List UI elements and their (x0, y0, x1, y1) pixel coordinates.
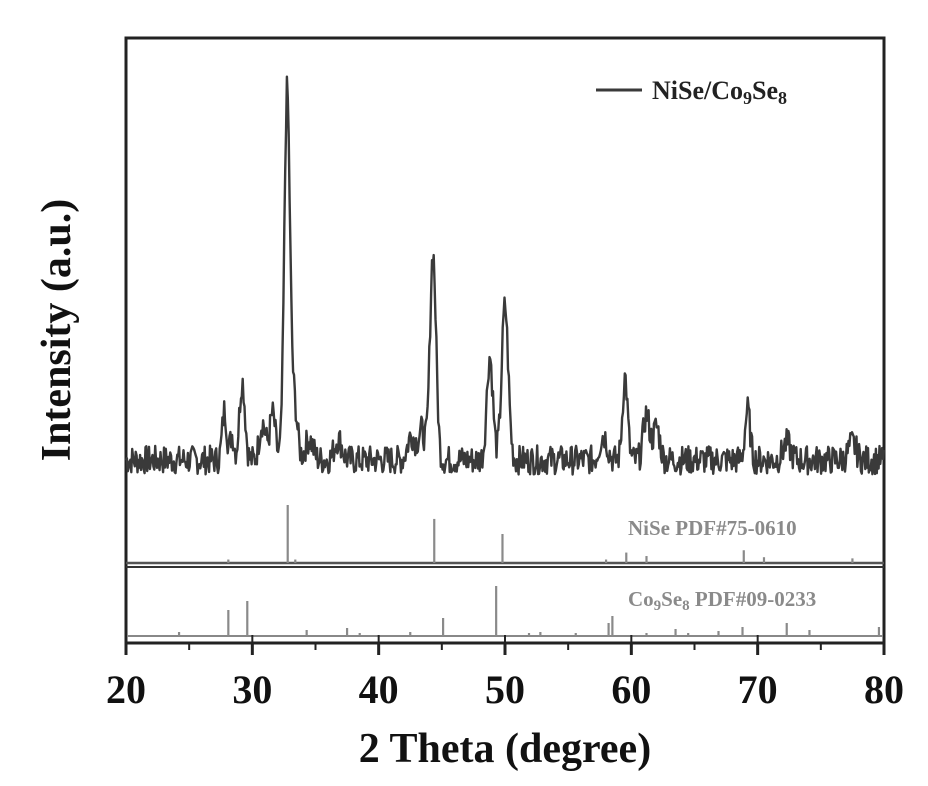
reference-layer: NiSe PDF#75-0610 Co9Se8 PDF#09-0233 (126, 505, 884, 636)
x-tick-label: 60 (611, 667, 651, 712)
x-tick-label: 70 (738, 667, 778, 712)
reference-label-pdf: PDF#09-0233 (690, 587, 817, 611)
x-axis-title: 2 Theta (degree) (359, 726, 651, 772)
x-axis: 20 30 40 50 60 70 80 (106, 635, 904, 712)
reference-pattern-0: NiSe PDF#75-0610 (126, 505, 884, 563)
reference-label: NiSe PDF#75-0610 (628, 516, 797, 540)
reference-label: Co9Se8 PDF#09-0233 (628, 587, 816, 614)
legend: NiSe/Co9Se8 (596, 76, 787, 108)
legend-label: NiSe/Co9Se8 (652, 76, 787, 108)
x-tick-label: 40 (359, 667, 399, 712)
y-axis-title: Intensity (a.u.) (34, 199, 80, 462)
series-line (126, 77, 884, 475)
x-tick-label: 80 (864, 667, 904, 712)
x-tick-label: 20 (106, 667, 146, 712)
pattern-layer (126, 77, 884, 475)
x-tick-label: 30 (232, 667, 272, 712)
reference-label-subscript: 8 (682, 598, 690, 614)
x-tick-label: 50 (485, 667, 525, 712)
reference-pattern-1: Co9Se8 PDF#09-0233 (126, 586, 884, 636)
plot-frame (126, 38, 884, 643)
plot-border (126, 38, 884, 643)
